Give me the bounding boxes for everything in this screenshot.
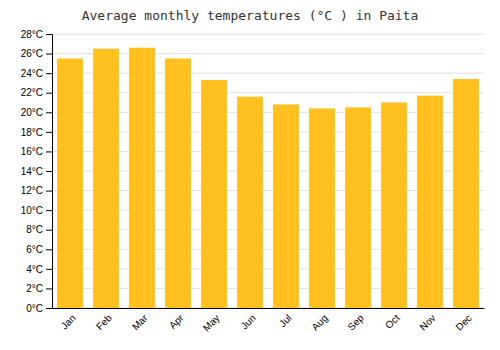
x-tick-label: Dec <box>453 312 473 332</box>
x-tick: Jun <box>239 312 258 331</box>
y-tick-mark <box>46 73 52 74</box>
bar <box>93 49 119 308</box>
y-tick: 16°C <box>21 146 52 157</box>
y-tick: 24°C <box>21 68 52 79</box>
bars <box>57 48 479 308</box>
bar <box>165 58 191 308</box>
y-tick-label: 8°C <box>26 224 43 235</box>
x-tick-label: Jul <box>277 312 294 329</box>
y-tick-mark <box>46 308 52 309</box>
x-axis-line <box>53 308 485 309</box>
bar <box>237 97 263 308</box>
y-tick-mark <box>46 191 52 192</box>
y-tick-label: 20°C <box>21 107 43 118</box>
bar <box>57 58 83 308</box>
y-tick: 10°C <box>21 205 52 216</box>
chart: 0°C 2°C 4°C 6°C 8°C 10°C 12°C 14°C 16°C 18°C 20°C 2… <box>0 0 500 350</box>
bar <box>453 79 479 308</box>
y-tick-label: 28°C <box>21 29 43 40</box>
y-axis-line <box>46 35 53 309</box>
y-tick-label: 24°C <box>21 68 43 79</box>
y-tick-label: 4°C <box>26 264 43 275</box>
y-tick-mark <box>46 269 52 270</box>
y-tick-mark <box>46 210 52 211</box>
x-tick: Mar <box>130 312 150 332</box>
x-tick: Dec <box>453 312 473 332</box>
y-tick-label: 22°C <box>21 87 43 98</box>
x-tick: Apr <box>167 312 186 331</box>
x-tick-label: May <box>201 312 222 333</box>
x-tick-label: Mar <box>130 312 150 332</box>
bar <box>417 96 443 308</box>
bar <box>201 80 227 308</box>
bar <box>309 108 335 308</box>
y-tick-label: 16°C <box>21 146 43 157</box>
x-tick-label: Oct <box>383 312 402 331</box>
y-tick: 26°C <box>21 48 52 59</box>
x-tick-label: Feb <box>94 312 114 332</box>
y-tick: 22°C <box>21 87 52 98</box>
x-tick: Sep <box>345 312 366 333</box>
x-tick-label: Aug <box>309 312 329 332</box>
title: Average monthly temperatures (°C ) in Pa… <box>82 8 419 23</box>
y-tick-label: 26°C <box>21 48 43 59</box>
y-tick-mark <box>46 151 52 152</box>
y-tick-mark <box>46 288 52 289</box>
y-tick-mark <box>46 132 52 133</box>
y-tick: 8°C <box>26 224 52 235</box>
x-tick: Nov <box>417 312 437 332</box>
y-tick: 6°C <box>26 244 52 255</box>
y-tick: 12°C <box>21 185 52 196</box>
grid <box>52 34 484 308</box>
x-tick: May <box>201 312 222 333</box>
x-tick-label: Apr <box>167 312 186 331</box>
y-tick: 4°C <box>26 264 52 275</box>
y-tick: 0°C <box>26 303 52 314</box>
y-tick: 18°C <box>21 127 52 138</box>
y-tick: 14°C <box>21 166 52 177</box>
x-tick: Jul <box>277 312 294 329</box>
y-tick-mark <box>46 112 52 113</box>
y-tick-mark <box>46 230 52 231</box>
bar <box>129 48 155 308</box>
y-tick-label: 18°C <box>21 127 43 138</box>
bar <box>273 104 299 308</box>
y-tick-mark <box>46 93 52 94</box>
y-tick-label: 10°C <box>21 205 43 216</box>
y-tick-mark <box>46 249 52 250</box>
x-tick: Feb <box>94 312 114 332</box>
plot: 0°C 2°C 4°C 6°C 8°C 10°C 12°C 14°C 16°C 18°C 20°C 2… <box>21 29 485 334</box>
y-tick-label: 12°C <box>21 185 43 196</box>
x-tick-label: Jun <box>239 312 258 331</box>
y-tick-mark <box>46 171 52 172</box>
bar <box>345 107 371 308</box>
x-tick: Aug <box>309 312 329 332</box>
grid-line <box>52 34 484 35</box>
x-tick-label: Jan <box>59 312 78 331</box>
y-tick-mark <box>46 34 52 35</box>
bar <box>381 103 407 309</box>
y-tick-label: 2°C <box>26 283 43 294</box>
y-tick: 20°C <box>21 107 52 118</box>
x-tick-label: Nov <box>417 312 437 332</box>
y-axis: 0°C 2°C 4°C 6°C 8°C 10°C 12°C 14°C 16°C 18°C 20°C 2… <box>21 29 53 314</box>
y-tick-label: 14°C <box>21 166 43 177</box>
y-tick: 28°C <box>21 29 52 40</box>
y-tick: 2°C <box>26 283 52 294</box>
x-tick: Oct <box>383 312 402 331</box>
y-tick-mark <box>46 54 52 55</box>
y-tick-label: 6°C <box>26 244 43 255</box>
x-tick: Jan <box>59 312 78 331</box>
y-tick-label: 0°C <box>26 303 43 314</box>
x-axis: Jan Feb Mar Apr May Jun Jul Aug Sep Oct Nov Dec <box>53 309 485 334</box>
x-tick-label: Sep <box>345 312 366 333</box>
